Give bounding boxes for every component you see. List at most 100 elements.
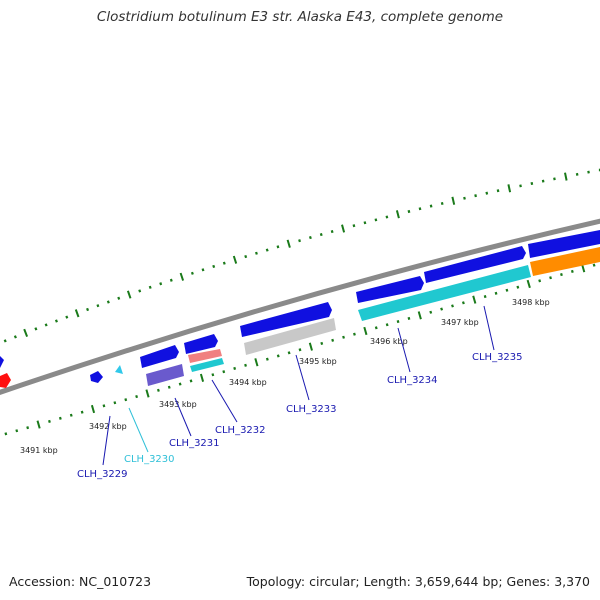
cds-feature[interactable]: [184, 334, 218, 354]
minor-tick: [156, 388, 160, 392]
minor-tick: [69, 413, 73, 417]
minor-tick: [385, 215, 389, 219]
gene-labels: CLH_3229 CLH_3230 CLH_3231 CLH_3232 CLH_…: [77, 352, 523, 480]
minor-tick: [320, 341, 324, 345]
leader-line: [128, 407, 149, 453]
minor-tick: [541, 179, 545, 183]
minor-tick: [463, 196, 466, 200]
minor-tick: [363, 221, 367, 225]
forward-strand-features: [0, 230, 600, 383]
cds-feature[interactable]: [356, 276, 424, 303]
major-tick: [363, 326, 368, 336]
minor-tick: [113, 401, 117, 405]
cds-feature-orange[interactable]: [530, 247, 600, 276]
minor-tick: [494, 291, 498, 295]
minor-tick: [374, 218, 378, 222]
minor-tick: [530, 181, 534, 186]
major-tick: [472, 295, 477, 304]
minor-tick: [169, 278, 173, 282]
leader-line: [174, 397, 192, 437]
tick-label: 3498 kbp: [512, 298, 550, 307]
minor-tick: [58, 416, 62, 420]
cds-feature[interactable]: [528, 230, 600, 258]
major-tick: [145, 389, 150, 398]
minor-tick: [178, 382, 182, 386]
genome-backbone: [0, 218, 600, 395]
minor-tick: [353, 332, 356, 336]
gene-label-clh-3233[interactable]: CLH_3233: [286, 404, 337, 415]
minor-tick: [474, 194, 477, 198]
cds-feature-cyan[interactable]: [115, 365, 123, 374]
inner-tick-ring: [4, 263, 596, 436]
cds-feature[interactable]: [140, 345, 179, 368]
minor-tick: [429, 204, 433, 208]
cds-feature-pink[interactable]: [188, 349, 222, 363]
major-tick: [581, 264, 586, 273]
leader-line: [211, 379, 238, 423]
tick-label: 3494 kbp: [229, 378, 267, 387]
cds-feature[interactable]: [240, 302, 332, 337]
major-tick: [199, 373, 205, 382]
major-tick: [74, 309, 80, 318]
minor-tick: [190, 271, 194, 275]
minor-tick: [222, 370, 226, 374]
minor-tick: [212, 264, 216, 269]
minor-tick: [159, 282, 163, 286]
minor-tick: [308, 235, 312, 240]
accession-text: Accession: NC_010723: [9, 574, 152, 589]
minor-tick: [26, 426, 30, 430]
major-tick: [179, 272, 185, 281]
cds-feature-cyan[interactable]: [358, 265, 531, 321]
minor-tick: [138, 289, 142, 293]
minor-tick: [331, 338, 335, 342]
cds-feature-red[interactable]: [0, 373, 11, 388]
minor-tick: [440, 201, 444, 205]
minor-tick: [407, 316, 411, 320]
minor-tick: [505, 288, 509, 292]
cds-feature-purple[interactable]: [146, 364, 184, 386]
minor-tick: [538, 279, 542, 283]
minor-tick: [276, 354, 280, 358]
minor-tick: [560, 273, 563, 277]
minor-tick: [407, 209, 411, 214]
gene-label-clh-3230[interactable]: CLH_3230: [124, 454, 175, 465]
minor-tick: [592, 263, 596, 267]
minor-tick: [570, 269, 574, 273]
major-tick: [308, 342, 313, 351]
minor-tick: [201, 268, 205, 272]
cds-feature[interactable]: [424, 246, 526, 283]
leader-line: [102, 415, 111, 466]
minor-tick: [519, 184, 522, 188]
cds-feature[interactable]: [0, 356, 4, 368]
minor-tick: [374, 326, 378, 330]
cds-feature-grey[interactable]: [244, 318, 336, 355]
minor-tick: [319, 233, 323, 237]
major-tick: [395, 210, 400, 219]
gene-label-clh-3231[interactable]: CLH_3231: [169, 438, 220, 449]
minor-tick: [553, 177, 556, 181]
minor-tick: [265, 248, 269, 252]
gene-label-clh-3229[interactable]: CLH_3229: [77, 469, 128, 480]
leader-line: [397, 327, 411, 373]
major-tick: [451, 196, 456, 205]
tick-label: 3491 kbp: [20, 446, 58, 455]
minor-tick: [80, 410, 84, 414]
leader-line: [295, 354, 310, 401]
cds-feature[interactable]: [90, 371, 103, 383]
gene-label-clh-3232[interactable]: CLH_3232: [215, 425, 266, 436]
gene-leader-lines: [102, 305, 495, 466]
minor-tick: [483, 295, 487, 299]
minor-tick: [44, 323, 48, 327]
cds-feature-cyan[interactable]: [190, 358, 224, 372]
minor-tick: [3, 339, 7, 343]
major-tick: [254, 358, 259, 367]
minor-tick: [244, 254, 248, 259]
gene-label-clh-3234[interactable]: CLH_3234: [387, 375, 438, 386]
tick-label: 3495 kbp: [299, 357, 337, 366]
minor-tick: [330, 230, 334, 234]
major-tick: [341, 224, 346, 233]
major-tick: [526, 279, 531, 289]
gene-label-clh-3235[interactable]: CLH_3235: [472, 352, 523, 363]
minor-tick: [96, 304, 100, 308]
